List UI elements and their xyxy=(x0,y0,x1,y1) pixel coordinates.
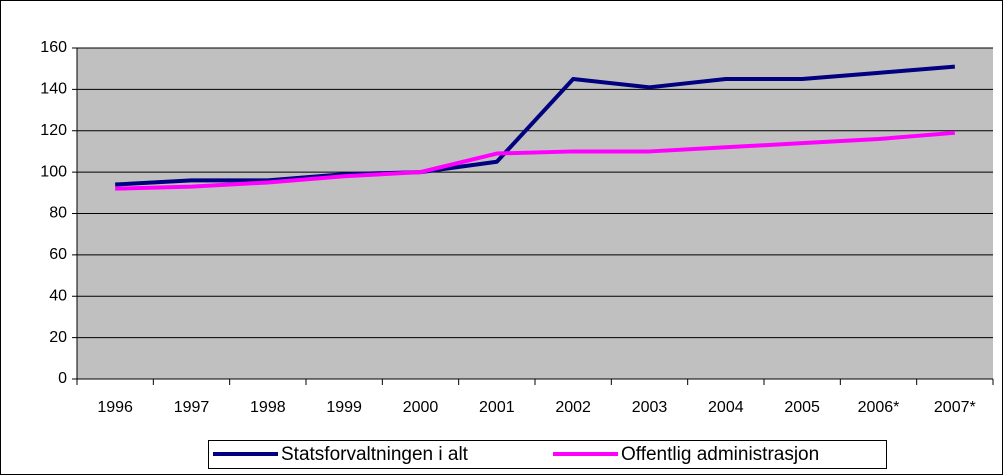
legend-label: Offentlig administrasjon xyxy=(621,444,819,465)
x-tick-label: 2007* xyxy=(934,399,976,416)
x-tick-label: 2006* xyxy=(858,399,900,416)
x-tick-label: 1997 xyxy=(174,399,210,416)
x-tick-label: 2004 xyxy=(708,399,744,416)
x-tick-label: 1999 xyxy=(326,399,362,416)
x-tick-label: 1996 xyxy=(97,399,133,416)
x-tick-label: 2003 xyxy=(632,399,668,416)
y-tick-label: 40 xyxy=(49,287,67,304)
x-tick-label: 2000 xyxy=(403,399,439,416)
legend-label: Statsforvaltningen i alt xyxy=(281,444,469,465)
x-tick-label: 2002 xyxy=(555,399,591,416)
legend xyxy=(208,440,887,469)
y-tick-label: 0 xyxy=(58,370,67,387)
series-line xyxy=(115,130,955,191)
y-tick-label: 160 xyxy=(40,39,67,56)
series-line xyxy=(115,64,955,187)
y-tick-label: 140 xyxy=(40,81,67,98)
y-tick-label: 20 xyxy=(49,329,67,346)
y-tick-label: 80 xyxy=(49,205,67,222)
y-tick-label: 100 xyxy=(40,163,67,180)
x-tick-label: 2001 xyxy=(479,399,515,416)
x-tick-label: 1998 xyxy=(250,399,286,416)
y-tick-label: 60 xyxy=(49,246,67,263)
x-tick-label: 2005 xyxy=(784,399,820,416)
y-tick-label: 120 xyxy=(40,122,67,139)
